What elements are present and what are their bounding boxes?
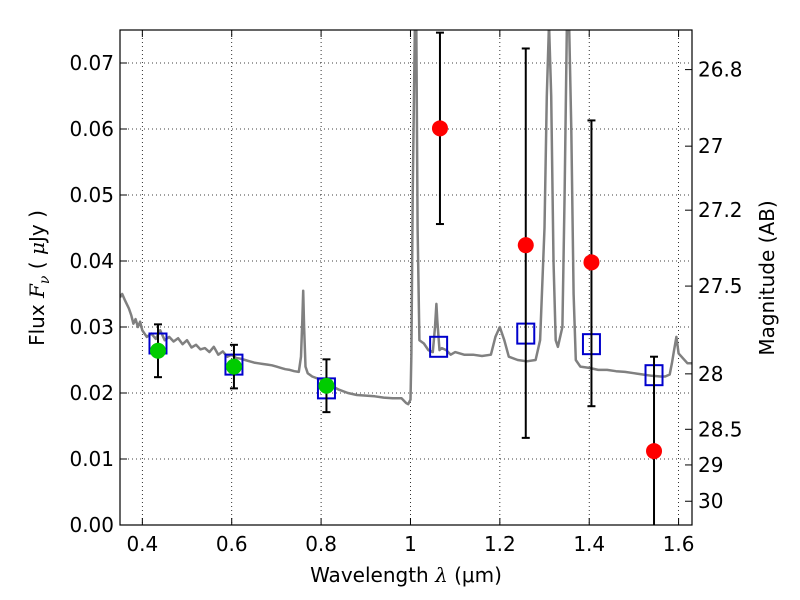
y-tick-label: 0.02 xyxy=(69,381,114,405)
y2-tick-label: 30 xyxy=(698,489,723,513)
x-tick-label: 1.4 xyxy=(573,532,605,556)
x-axis-label-unit: (μm) xyxy=(448,563,502,587)
y-axis-label-unit: ( xyxy=(25,255,49,276)
ticks: 0.4 0.6 0.8 1 1.2 1.4 1.6 0.00 0.01 0.02 0.03 0.04 0… xyxy=(69,30,743,556)
x-tick-label: 0.4 xyxy=(126,532,158,556)
y-tick-label: 0.07 xyxy=(69,51,114,75)
x-tick-label: 0.6 xyxy=(216,532,248,556)
y2-tick-label: 28.5 xyxy=(698,417,743,441)
model-square-point xyxy=(429,335,449,358)
photometry-point xyxy=(431,120,448,137)
y2-tick-label: 26.8 xyxy=(698,58,743,82)
y-tick-label: 0.04 xyxy=(69,249,114,273)
x-axis-label-text: Wavelength xyxy=(310,563,435,587)
y-axis-label: Flux Fν ( μJy ) xyxy=(25,210,53,346)
y2-tick-label: 27 xyxy=(698,134,723,158)
y-tick-label: 0.06 xyxy=(69,117,114,141)
x-tick-label: 0.8 xyxy=(305,532,337,556)
y-tick-label: 0.01 xyxy=(69,447,114,471)
y2-tick-label: 27.2 xyxy=(698,198,743,222)
photometry-point xyxy=(646,443,663,460)
y-axis-label-text: Flux xyxy=(25,298,49,346)
photometry-point xyxy=(583,254,600,271)
x-axis-label-lambda: λ xyxy=(434,563,448,587)
x-tick-label: 1 xyxy=(404,532,417,556)
y-tick-label: 0.00 xyxy=(69,513,114,537)
y2-tick-label: 28 xyxy=(698,362,723,386)
y-axis-label-mu: μ xyxy=(25,242,49,255)
sed-spectrum-line xyxy=(120,30,692,406)
y-tick-label: 0.05 xyxy=(69,183,114,207)
y-axis-label-f: F xyxy=(25,283,49,299)
series-layer xyxy=(120,30,692,525)
photometry-point xyxy=(149,342,166,359)
y-axis-label-nu: ν xyxy=(37,275,53,284)
plot-background xyxy=(120,30,692,525)
y-tick-label: 0.03 xyxy=(69,315,114,339)
photometry-point xyxy=(517,237,534,254)
x-axis-label: Wavelength λ (μm) xyxy=(310,563,502,587)
photometry-point xyxy=(318,377,335,394)
plot-frame xyxy=(119,29,693,526)
photometry-point xyxy=(225,358,242,375)
y2-axis-label: Magnitude (AB) xyxy=(755,200,779,355)
x-tick-label: 1.2 xyxy=(484,532,516,556)
y2-tick-label: 27.5 xyxy=(698,274,743,298)
y-axis-label-jy: Jy ) xyxy=(25,210,49,244)
y2-tick-label: 29 xyxy=(698,453,723,477)
x-tick-label: 1.6 xyxy=(663,532,695,556)
